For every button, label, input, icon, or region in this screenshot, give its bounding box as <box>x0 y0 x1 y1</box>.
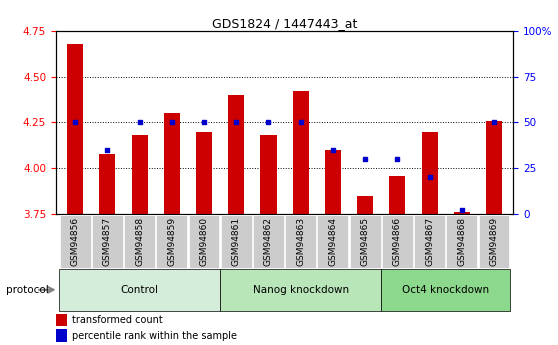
Bar <box>381 269 510 310</box>
Text: GSM94869: GSM94869 <box>489 217 498 266</box>
FancyBboxPatch shape <box>92 215 123 268</box>
FancyBboxPatch shape <box>479 215 509 268</box>
Text: Nanog knockdown: Nanog knockdown <box>253 285 349 295</box>
Text: GSM94856: GSM94856 <box>71 217 80 266</box>
Text: GSM94857: GSM94857 <box>103 217 112 266</box>
Text: GSM94858: GSM94858 <box>135 217 144 266</box>
Text: GSM94866: GSM94866 <box>393 217 402 266</box>
Point <box>135 120 144 125</box>
Bar <box>196 131 212 214</box>
FancyBboxPatch shape <box>446 215 477 268</box>
Title: GDS1824 / 1447443_at: GDS1824 / 1447443_at <box>212 17 357 30</box>
Point <box>200 120 209 125</box>
Text: GSM94862: GSM94862 <box>264 217 273 266</box>
Point <box>458 207 466 213</box>
Point <box>167 120 176 125</box>
FancyBboxPatch shape <box>156 215 187 268</box>
Bar <box>56 314 68 326</box>
Bar <box>228 95 244 214</box>
Point <box>103 147 112 153</box>
Bar <box>292 91 309 214</box>
FancyBboxPatch shape <box>60 215 90 268</box>
Text: GSM94867: GSM94867 <box>425 217 434 266</box>
Bar <box>99 154 116 214</box>
Text: GSM94864: GSM94864 <box>329 217 338 266</box>
Bar <box>163 113 180 214</box>
Point <box>329 147 338 153</box>
Point <box>264 120 273 125</box>
Text: GSM94863: GSM94863 <box>296 217 305 266</box>
FancyBboxPatch shape <box>350 215 381 268</box>
FancyBboxPatch shape <box>414 215 445 268</box>
Bar <box>67 44 83 214</box>
Text: percentile rank within the sample: percentile rank within the sample <box>72 331 237 341</box>
Point <box>489 120 498 125</box>
Text: protocol: protocol <box>6 285 49 295</box>
FancyBboxPatch shape <box>124 215 155 268</box>
Bar <box>454 212 470 214</box>
Bar <box>325 150 341 214</box>
Bar <box>486 121 502 214</box>
Point <box>232 120 240 125</box>
Bar <box>220 269 381 310</box>
FancyBboxPatch shape <box>189 215 219 268</box>
Bar <box>56 329 68 342</box>
Bar <box>389 176 406 214</box>
Point <box>360 156 369 162</box>
Point <box>71 120 80 125</box>
FancyBboxPatch shape <box>318 215 348 268</box>
Text: transformed count: transformed count <box>72 315 162 325</box>
Bar <box>132 135 148 214</box>
Point <box>296 120 305 125</box>
Bar <box>261 135 277 214</box>
Text: Oct4 knockdown: Oct4 knockdown <box>402 285 489 295</box>
Text: GSM94859: GSM94859 <box>167 217 176 266</box>
Point <box>425 175 434 180</box>
Text: GSM94868: GSM94868 <box>458 217 466 266</box>
FancyBboxPatch shape <box>285 215 316 268</box>
Bar <box>59 269 220 310</box>
Bar <box>357 196 373 214</box>
FancyBboxPatch shape <box>253 215 284 268</box>
FancyBboxPatch shape <box>382 215 413 268</box>
Text: GSM94865: GSM94865 <box>360 217 369 266</box>
Text: Control: Control <box>121 285 158 295</box>
Text: GSM94861: GSM94861 <box>232 217 240 266</box>
Point <box>393 156 402 162</box>
FancyBboxPatch shape <box>221 215 252 268</box>
Bar <box>421 131 437 214</box>
Text: GSM94860: GSM94860 <box>200 217 209 266</box>
